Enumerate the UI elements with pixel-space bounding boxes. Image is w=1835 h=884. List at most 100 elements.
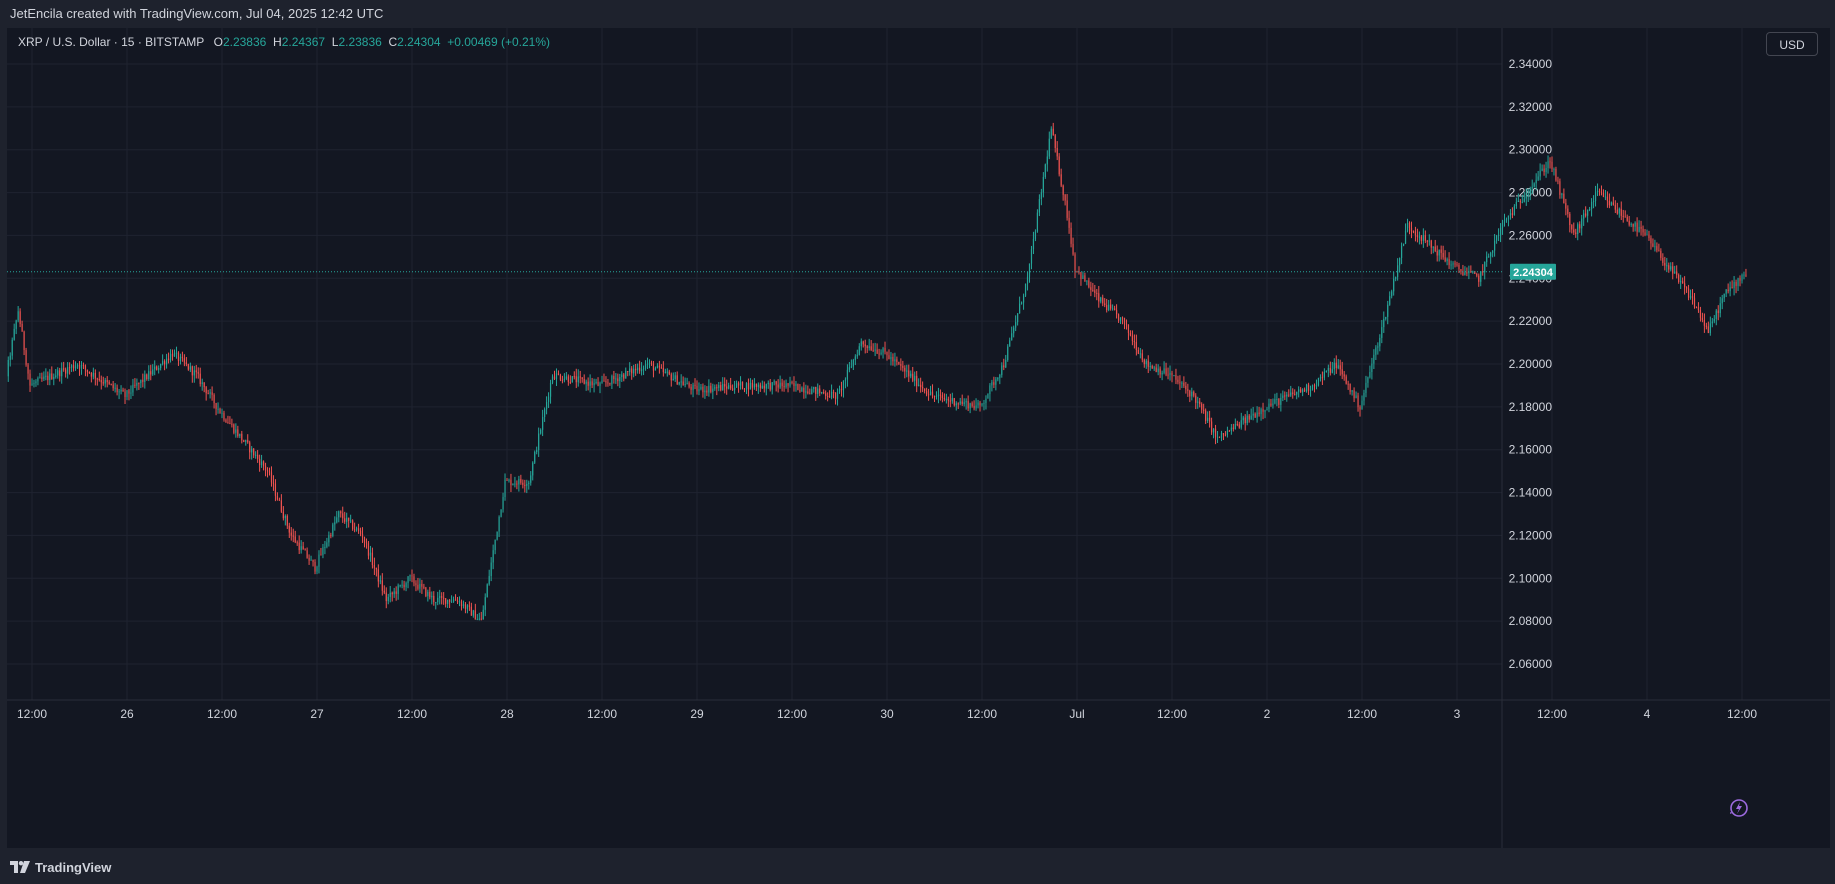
candle-body xyxy=(1125,323,1128,325)
candle-body xyxy=(304,549,306,551)
candle-body xyxy=(1608,200,1610,206)
candle-body xyxy=(1224,434,1227,436)
candle-body xyxy=(395,591,397,594)
candle-body xyxy=(836,392,839,399)
candle-body xyxy=(419,583,421,589)
candle-body xyxy=(935,395,938,397)
candle-body xyxy=(1153,367,1155,369)
candle-body xyxy=(21,323,23,332)
candle-body xyxy=(971,403,973,407)
candle-body xyxy=(312,559,314,562)
candle-body xyxy=(1339,365,1341,370)
candle-body xyxy=(872,350,874,352)
candle-body xyxy=(827,395,829,397)
candle-body xyxy=(1685,287,1688,289)
symbol-legend[interactable]: XRP / U.S. Dollar · 15 · BITSTAMP O2.238… xyxy=(18,33,550,51)
candle-body xyxy=(1541,168,1543,171)
candle-body xyxy=(1272,403,1274,406)
candle-body xyxy=(933,396,936,398)
candle-body xyxy=(1371,363,1373,373)
time-tick-label: 12:00 xyxy=(1157,707,1187,721)
candle-body xyxy=(1313,385,1316,387)
candle-body xyxy=(464,604,467,609)
candle-body xyxy=(1280,397,1282,405)
candle-body xyxy=(1400,245,1403,258)
candle-body xyxy=(898,361,900,365)
candle-body xyxy=(381,580,383,591)
candle-body xyxy=(49,373,51,381)
candle-body xyxy=(466,605,469,609)
candle-body xyxy=(534,452,536,463)
candle-body xyxy=(1646,234,1648,236)
candle-body xyxy=(1587,209,1589,216)
chart-pane[interactable]: 12:00 26 12:00 27 12:00 28 12:00 29 12:00 30 12:00… xyxy=(7,28,1830,848)
candle-body xyxy=(518,478,520,485)
candle-body xyxy=(1527,194,1529,196)
candle-body xyxy=(1543,168,1545,173)
candle-body xyxy=(684,383,686,386)
candle-body xyxy=(1187,389,1189,391)
candle-body xyxy=(259,458,261,466)
lightning-icon[interactable] xyxy=(1727,797,1749,819)
candle-body xyxy=(741,381,744,389)
candle-body xyxy=(369,552,372,556)
candle-body xyxy=(1315,385,1318,387)
candle-body xyxy=(1020,302,1023,304)
candle-body xyxy=(1048,138,1050,157)
candlestick-chart[interactable]: 12:00 26 12:00 27 12:00 28 12:00 29 12:00 30 12:00… xyxy=(7,28,1830,848)
candle-body xyxy=(1321,377,1324,379)
candle-body xyxy=(288,525,290,533)
candle-body xyxy=(1167,374,1169,376)
candle-body xyxy=(1478,275,1480,282)
candle-body xyxy=(565,376,567,379)
candle-body xyxy=(1056,148,1058,157)
candle-body xyxy=(1719,303,1721,314)
candle-body xyxy=(223,412,225,420)
candle-body xyxy=(15,320,17,329)
currency-button[interactable]: USD xyxy=(1766,32,1818,56)
candle-body xyxy=(484,597,486,610)
symbol-title[interactable]: XRP / U.S. Dollar · 15 · BITSTAMP xyxy=(18,35,205,49)
candle-body xyxy=(1375,347,1377,355)
candle-body xyxy=(130,392,132,394)
candle-body xyxy=(1121,317,1124,319)
candle-body xyxy=(1327,367,1329,371)
candle-body xyxy=(1501,222,1504,228)
candle-body xyxy=(35,381,37,384)
candle-body xyxy=(365,542,368,544)
price-tick-label: 2.14000 xyxy=(1509,486,1553,500)
candle-body xyxy=(1545,167,1547,173)
candle-body xyxy=(587,381,589,386)
candle-body xyxy=(346,517,348,522)
candle-body xyxy=(1030,249,1033,264)
candle-body xyxy=(1260,409,1262,415)
candle-body xyxy=(927,394,930,396)
candle-body xyxy=(1446,259,1448,262)
candle-body xyxy=(1177,379,1179,383)
candle-body xyxy=(1695,306,1698,308)
candle-body xyxy=(769,382,771,390)
candle-body xyxy=(1422,235,1424,241)
candle-body xyxy=(1551,161,1553,170)
candle-body xyxy=(169,353,172,361)
candle-body xyxy=(314,561,316,572)
candle-body xyxy=(1709,323,1711,334)
candle-body xyxy=(1086,280,1088,282)
candle-body xyxy=(1205,410,1207,421)
candle-body xyxy=(215,403,217,409)
candle-body xyxy=(476,619,478,621)
candle-body xyxy=(1389,296,1391,305)
tradingview-brand[interactable]: TradingView xyxy=(10,858,111,876)
candle-body xyxy=(623,374,625,379)
candle-body xyxy=(834,392,837,399)
candle-body xyxy=(144,374,146,382)
candle-body xyxy=(593,383,595,386)
candle-body xyxy=(480,618,482,620)
candle-body xyxy=(55,375,57,377)
candle-body xyxy=(1666,265,1668,267)
candle-body xyxy=(379,580,381,582)
candle-body xyxy=(1725,289,1727,294)
candle-body xyxy=(1013,327,1015,334)
candle-body xyxy=(1652,243,1654,247)
candle-body xyxy=(757,384,759,387)
